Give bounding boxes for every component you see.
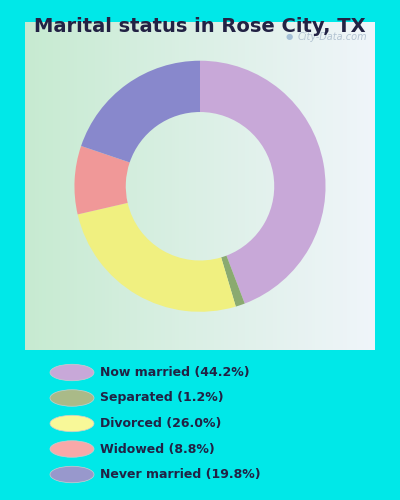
Text: ●: ● bbox=[286, 32, 293, 42]
Text: Separated (1.2%): Separated (1.2%) bbox=[100, 392, 224, 404]
Wedge shape bbox=[81, 60, 200, 162]
Circle shape bbox=[50, 415, 94, 432]
Text: Now married (44.2%): Now married (44.2%) bbox=[100, 366, 250, 379]
Wedge shape bbox=[74, 146, 130, 214]
Text: Divorced (26.0%): Divorced (26.0%) bbox=[100, 417, 221, 430]
Text: City-Data.com: City-Data.com bbox=[298, 32, 368, 42]
Circle shape bbox=[50, 364, 94, 381]
Text: Never married (19.8%): Never married (19.8%) bbox=[100, 468, 261, 481]
Wedge shape bbox=[78, 203, 236, 312]
Circle shape bbox=[50, 390, 94, 406]
Wedge shape bbox=[221, 256, 245, 306]
Circle shape bbox=[50, 466, 94, 483]
Text: Widowed (8.8%): Widowed (8.8%) bbox=[100, 442, 215, 456]
Circle shape bbox=[50, 441, 94, 457]
Text: Marital status in Rose City, TX: Marital status in Rose City, TX bbox=[34, 18, 366, 36]
Wedge shape bbox=[200, 60, 326, 304]
